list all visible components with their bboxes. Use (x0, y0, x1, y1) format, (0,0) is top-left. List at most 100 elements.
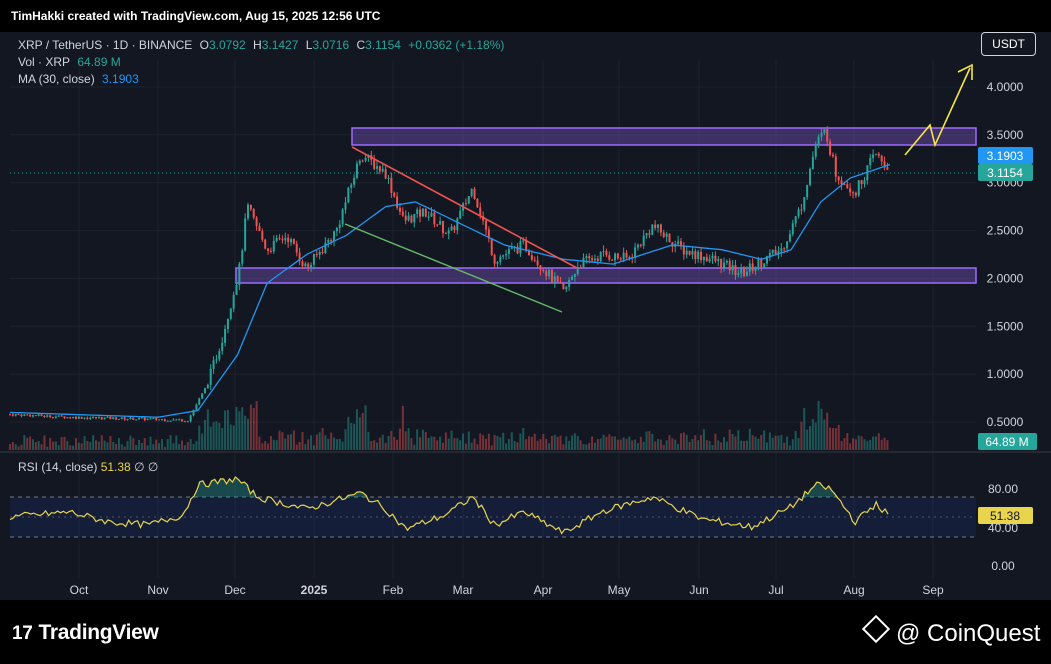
volume-bar (123, 446, 126, 450)
volume-bar (347, 416, 350, 450)
volume-bar (743, 440, 746, 450)
candle-body (284, 237, 287, 241)
candle-body (421, 208, 424, 217)
price-chart[interactable]: 4.00003.50003.00002.50002.00001.50001.00… (0, 32, 1051, 600)
candle-body (476, 198, 479, 208)
volume-bar (593, 442, 596, 450)
candle-body (23, 414, 26, 416)
volume-bar (86, 441, 89, 450)
volume-bar (441, 442, 444, 450)
time-axis[interactable]: Oct Nov Dec 2025 Feb Mar Apr May Jun Jul Aug Sep (70, 583, 944, 597)
time-tick-label: Aug (843, 583, 864, 597)
candle-body (275, 238, 278, 241)
volume-bar (602, 434, 605, 450)
candle-body (9, 414, 11, 416)
volume-bar (505, 443, 508, 450)
legend-vol-label[interactable]: Vol · XRP (18, 55, 71, 69)
candle-body (616, 253, 619, 259)
candle-body (651, 224, 654, 235)
candle-body (393, 192, 396, 197)
volume-bar (777, 435, 780, 450)
candle-body (430, 212, 433, 217)
candle-body (826, 129, 829, 142)
volume-bar (688, 441, 691, 450)
time-tick-label: Apr (534, 583, 553, 597)
candle-body (691, 251, 694, 255)
volume-bar (169, 435, 172, 450)
candle-body (138, 418, 141, 420)
candle-body (436, 224, 439, 226)
candle-body (823, 129, 826, 133)
volume-bar (562, 444, 565, 450)
price-axis[interactable]: 4.00003.50003.00002.50002.00001.50001.00… (987, 80, 1024, 429)
volume-bar (487, 433, 490, 450)
tradingview-logo[interactable]: 17 TradingView (12, 621, 159, 645)
currency-button[interactable]: USDT (981, 32, 1036, 56)
volume-bar (252, 408, 255, 450)
volume-bar (155, 439, 158, 450)
candle-body (852, 192, 855, 194)
volume-bar (396, 439, 399, 450)
candle-body (115, 417, 118, 420)
coinquest-text: @ CoinQuest (896, 620, 1041, 647)
volume-bar (786, 436, 789, 450)
time-tick-label: Nov (147, 583, 168, 597)
volume-bar (860, 436, 863, 450)
volume-bar (74, 438, 77, 450)
volume-bar (490, 445, 493, 450)
candle-body (376, 166, 379, 169)
candle-body (473, 188, 476, 199)
candle-body (619, 258, 622, 260)
candle-body (614, 253, 617, 261)
volume-bar (642, 441, 645, 450)
candle-body (229, 308, 232, 319)
candle-body (396, 196, 399, 208)
candle-body (63, 416, 66, 419)
volume-bar (556, 436, 559, 450)
rsi-overbought-segment (358, 491, 362, 497)
legend-symbol[interactable]: XRP / TetherUS · 1D · BINANCE (18, 38, 193, 52)
candle-body (814, 144, 817, 157)
candle-body (628, 257, 631, 259)
volume-bar (722, 437, 725, 450)
candle-body (751, 263, 754, 271)
volume-bar (519, 433, 522, 450)
volume-bar (450, 430, 453, 450)
candle-body (725, 260, 728, 263)
volume-bar (424, 432, 427, 450)
candle-body (252, 209, 255, 218)
volume-bar (645, 431, 648, 450)
rsi-legend-label[interactable]: RSI (14, close) (18, 460, 98, 474)
candle-body (398, 207, 401, 212)
volume-bar (788, 445, 791, 450)
candle-body (129, 417, 132, 420)
volume-bar (226, 410, 229, 450)
candle-body (450, 226, 453, 231)
volume-bar (14, 444, 17, 450)
volume-bar (731, 434, 734, 450)
volume-bar (697, 440, 700, 450)
volume-bar (384, 442, 387, 450)
candle-body (743, 268, 746, 276)
rsi-overbought-segment (349, 494, 353, 497)
volume-bar (318, 432, 321, 450)
volume-bar (163, 446, 166, 450)
volume-bar (198, 425, 201, 450)
candle-body (120, 417, 123, 419)
volume-bar (797, 438, 800, 450)
volume-bar (272, 439, 275, 450)
rsi-axis[interactable]: 80.00 40.00 0.00 (988, 482, 1018, 573)
volume-bar (126, 441, 129, 450)
candle-body (295, 243, 298, 253)
volume-bar (292, 430, 295, 450)
volume-bar (34, 442, 37, 450)
volume-bar (149, 436, 152, 450)
volume-bar (484, 438, 487, 450)
candle-body (14, 414, 17, 416)
candle-body (267, 248, 270, 251)
volume-bar (751, 435, 754, 450)
candle-body (591, 258, 594, 261)
legend-ma-label[interactable]: MA (30, close) (18, 72, 95, 86)
candle-body (467, 196, 470, 204)
candle-body (292, 239, 295, 244)
